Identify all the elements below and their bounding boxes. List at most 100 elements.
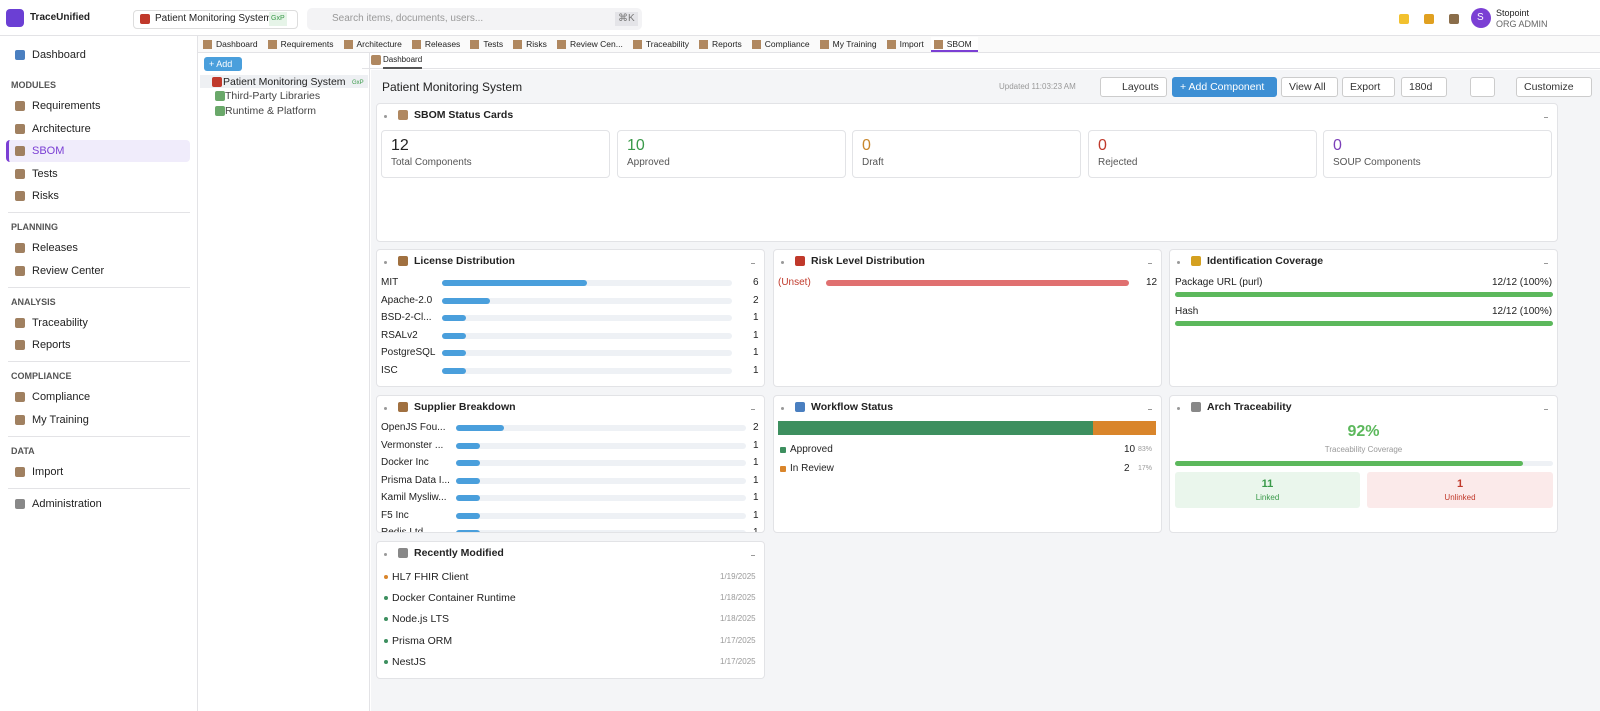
widget-handle <box>1177 407 1180 410</box>
subtab[interactable]: Dashboard <box>383 53 423 69</box>
tab[interactable]: Tests <box>467 37 510 52</box>
toolbar-button[interactable] <box>1281 77 1338 97</box>
status-label: SOUP Components <box>1333 157 1421 168</box>
tab[interactable]: Review Cen... <box>553 37 629 52</box>
sidebar-section-title: COMPLIANCE <box>11 371 72 381</box>
toolbar-button[interactable] <box>1401 77 1447 97</box>
tab[interactable]: Import <box>883 37 930 52</box>
icon <box>15 499 25 509</box>
bar-track <box>456 460 746 466</box>
sidebar-section-title: ANALYSIS <box>11 296 56 307</box>
bar <box>456 460 481 466</box>
avatar-initial: S <box>1477 12 1484 23</box>
recent-name[interactable]: Docker Container Runtime <box>392 592 516 605</box>
sidebar-item[interactable]: Tests <box>32 167 58 180</box>
legend-share: 83% <box>1138 446 1153 453</box>
tab[interactable]: SBOM <box>930 37 978 52</box>
bar <box>456 442 481 449</box>
sidebar-item[interactable]: Import <box>32 465 64 478</box>
bar-label: (Unset) <box>778 277 811 288</box>
status-value: 12 <box>391 137 409 154</box>
recent-name[interactable]: Node.js LTS <box>392 613 449 626</box>
sidebar-item[interactable]: Reports <box>32 339 71 351</box>
brand: TraceUnified <box>30 12 91 23</box>
bar-label: RSALv2 <box>381 329 418 341</box>
project-chip[interactable] <box>133 10 298 29</box>
status-dot <box>384 596 388 601</box>
pin <box>1544 258 1548 264</box>
pin <box>1148 258 1152 264</box>
tree-root[interactable]: Patient Monitoring System <box>223 76 346 88</box>
sidebar-item[interactable]: Architecture <box>32 122 91 135</box>
sidebar-item[interactable]: Releases <box>32 242 78 254</box>
sidebar-item[interactable]: SBOM <box>32 145 65 157</box>
project-badge: GxP <box>269 12 287 26</box>
icon <box>398 110 408 120</box>
tab[interactable]: Compliance <box>748 37 816 52</box>
sidebar-item[interactable]: Requirements <box>32 100 101 112</box>
toolbar-button[interactable] <box>1516 77 1592 97</box>
sidebar-item[interactable]: My Training <box>32 413 89 426</box>
bar-value: 6 <box>753 277 759 288</box>
icon <box>15 392 25 402</box>
add-button[interactable] <box>204 57 242 71</box>
bar-value: 1 <box>753 329 759 341</box>
pin <box>1544 112 1548 118</box>
toolbar-button[interactable] <box>1342 77 1395 97</box>
status-dot <box>384 659 388 664</box>
tab[interactable]: Requirements <box>264 37 340 52</box>
sidebar-item[interactable]: Review Center <box>32 264 105 277</box>
search[interactable] <box>307 8 642 30</box>
avatar <box>1471 8 1491 28</box>
widget-handle <box>384 261 387 264</box>
sidebar-item[interactable]: Dashboard <box>32 49 86 61</box>
toolbar-button-label: 180d <box>1409 81 1433 93</box>
widget-handle <box>781 261 784 264</box>
tab[interactable]: Traceability <box>629 37 696 52</box>
tree-node[interactable]: Runtime & Platform <box>225 104 317 117</box>
recent-name[interactable]: Prisma ORM <box>392 634 453 647</box>
icon <box>1191 402 1201 412</box>
toolbar-button[interactable] <box>1100 77 1167 97</box>
sidebar-item[interactable]: Traceability <box>32 316 88 329</box>
bar-track <box>442 350 732 356</box>
status-dot <box>384 575 388 579</box>
bar-value: 2 <box>753 294 759 306</box>
bar <box>442 280 587 286</box>
divider <box>8 361 190 362</box>
tab[interactable]: Reports <box>696 37 748 52</box>
bar-track <box>442 297 732 304</box>
tab[interactable]: Releases <box>408 37 467 52</box>
icon <box>215 105 225 116</box>
tree-node[interactable]: Third-Party Libraries <box>225 90 321 102</box>
linked-label: Linked <box>1255 493 1280 502</box>
sidebar-item[interactable]: Administration <box>32 498 102 510</box>
bar-track <box>456 477 746 484</box>
toolbar-button[interactable] <box>1172 77 1277 97</box>
widget-handle <box>1177 261 1180 264</box>
linked-box <box>1175 472 1360 508</box>
coverage-value: 12/12 (100%) <box>1492 277 1553 288</box>
tab[interactable]: Risks <box>510 37 553 52</box>
tree-selected <box>200 75 368 88</box>
icon <box>15 265 25 276</box>
sidebar-item[interactable]: Compliance <box>32 391 91 403</box>
tabs: Dashboard Requirements Architecture Release… <box>200 37 979 52</box>
bar-label: Docker Inc <box>381 457 429 468</box>
legend-dot <box>780 466 786 472</box>
widget-handle <box>781 407 784 410</box>
tab[interactable]: Architecture <box>340 37 408 52</box>
recent-name[interactable]: NestJS <box>392 655 426 668</box>
toolbar-button[interactable] <box>1470 77 1495 97</box>
tab[interactable]: Dashboard <box>200 37 264 52</box>
sidebar-item[interactable]: Risks <box>32 190 59 202</box>
linked-value: 11 <box>1261 478 1274 490</box>
bar <box>442 367 467 374</box>
recent-name[interactable]: HL7 FHIR Client <box>392 571 469 583</box>
bar-label: Vermonster ... <box>381 439 444 451</box>
icon <box>1399 14 1409 24</box>
tab[interactable]: My Training <box>816 37 883 52</box>
widget <box>773 395 1162 533</box>
legend-label: Approved <box>790 444 833 455</box>
status-value: 0 <box>862 137 871 154</box>
